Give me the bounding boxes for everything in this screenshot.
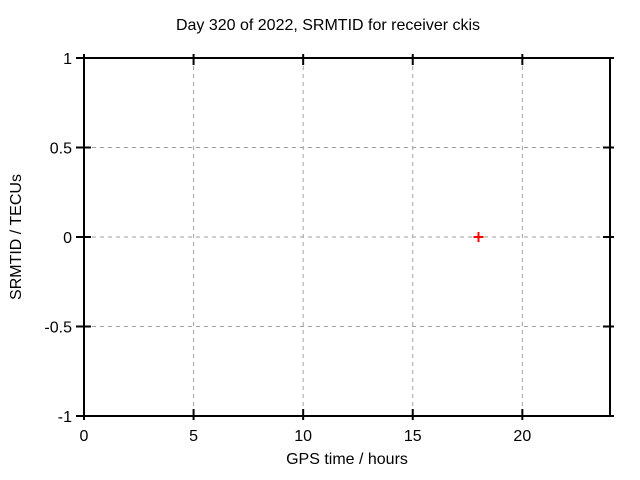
x-tick-label: 0 <box>80 428 89 445</box>
y-tick-label: 1 <box>63 51 72 68</box>
plot-border <box>83 57 611 417</box>
x-tick-label: 10 <box>294 428 312 445</box>
x-tick-label: 15 <box>404 428 422 445</box>
x-tick-label: 5 <box>189 428 198 445</box>
x-tick-label: 20 <box>513 428 531 445</box>
y-tick-label: 0.5 <box>50 141 72 158</box>
chart-title: Day 320 of 2022, SRMTID for receiver cki… <box>175 17 481 34</box>
y-tick-label: -0.5 <box>44 320 72 337</box>
x-axis-label: GPS time / hours <box>286 451 408 468</box>
y-tick-label: 0 <box>63 230 72 247</box>
y-tick-label: -1 <box>58 409 72 426</box>
